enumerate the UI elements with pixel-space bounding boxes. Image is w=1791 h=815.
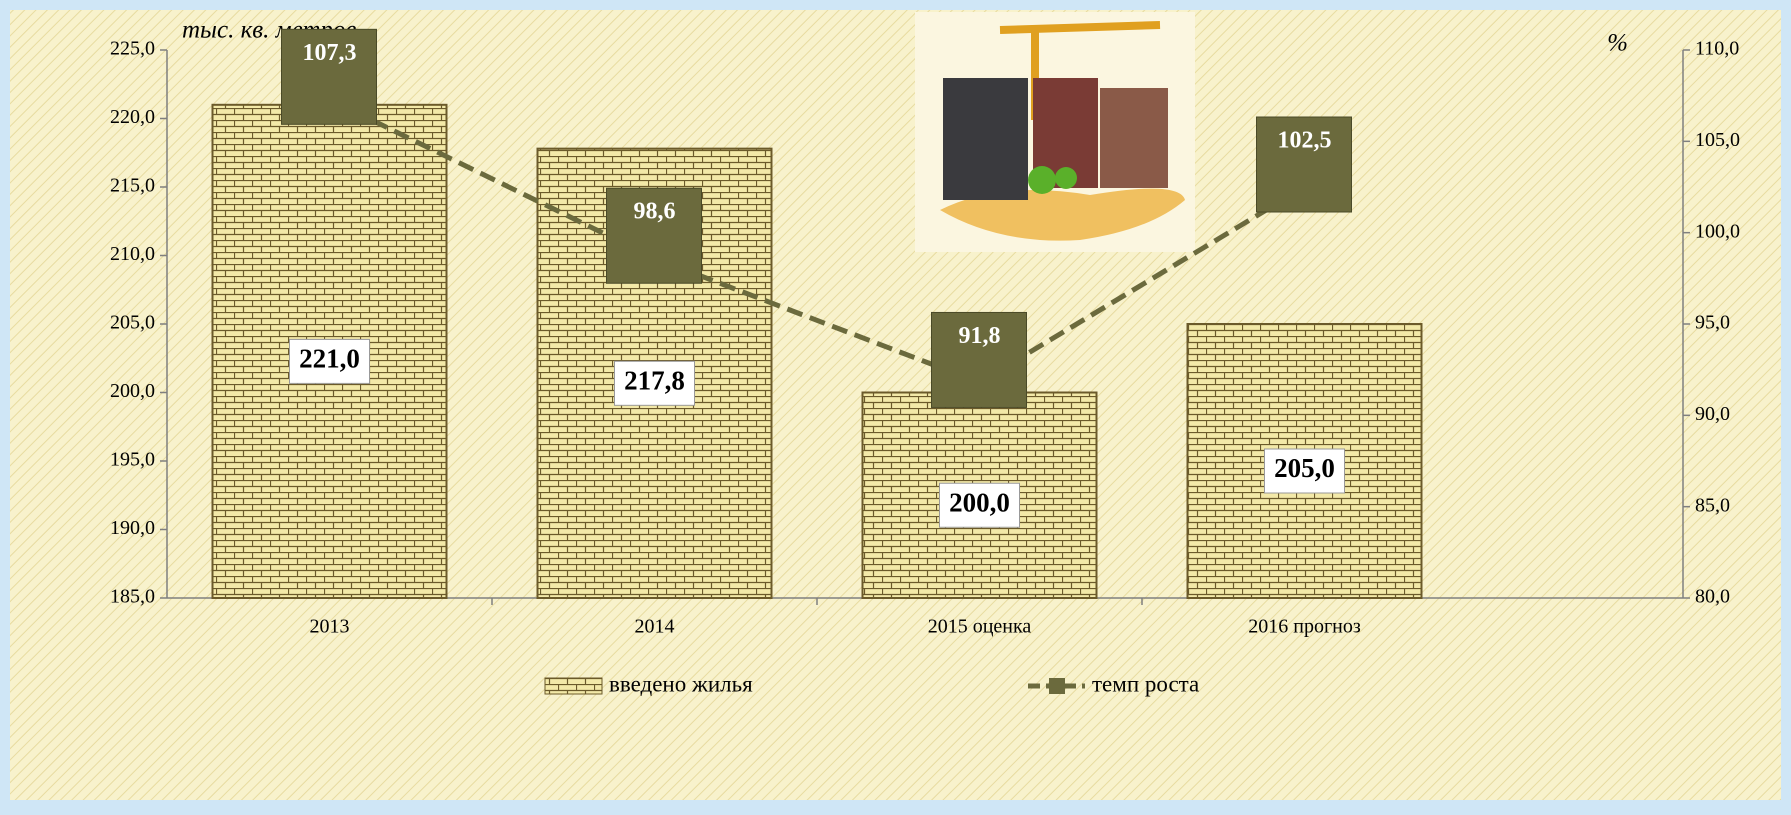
- y-tick-label: 210,0: [110, 243, 155, 265]
- y-tick-label: 190,0: [110, 517, 155, 539]
- y2-tick-label: 105,0: [1695, 129, 1740, 151]
- line: [328, 97, 1306, 386]
- x-tick-label: 2013: [310, 616, 350, 638]
- line-label: 98,6: [634, 199, 676, 225]
- bar-label-box: [1264, 448, 1345, 494]
- y2-axis-title: %: [1607, 30, 1628, 57]
- x-tick-label: 2016 прогноз: [1248, 616, 1361, 638]
- x-tick-label: 2014: [635, 616, 675, 638]
- y2-tick-label: 80,0: [1695, 586, 1730, 608]
- legend-swatch: [544, 677, 603, 695]
- y2-tick-label: 90,0: [1695, 403, 1730, 425]
- y2-tick-label: 100,0: [1695, 220, 1740, 242]
- bar-label: 205,0: [1274, 453, 1335, 483]
- bar-label-box: [614, 360, 695, 406]
- line-marker: [281, 28, 377, 125]
- bar-label: 200,0: [949, 487, 1010, 517]
- y2-tick-label: 110,0: [1695, 38, 1739, 60]
- line-label: 107,3: [303, 40, 357, 66]
- legend-label: темп роста: [1092, 671, 1199, 696]
- line-label: 91,8: [959, 323, 1001, 349]
- y-tick-label: 195,0: [110, 449, 155, 471]
- line-marker: [1256, 116, 1352, 213]
- legend-swatch-marker: [1049, 678, 1065, 694]
- illustration: [915, 12, 1195, 252]
- line-marker: [606, 187, 702, 284]
- line-marker: [931, 311, 1027, 408]
- legend-label: введено жилья: [609, 671, 753, 696]
- y2-tick-label: 95,0: [1695, 312, 1730, 334]
- x-tick-label: 2015 оценка: [928, 616, 1032, 638]
- bar-label: 221,0: [299, 344, 360, 374]
- y2-tick-label: 85,0: [1695, 494, 1730, 516]
- y-tick-label: 220,0: [110, 106, 155, 128]
- line-label: 102,5: [1278, 128, 1332, 154]
- y-tick-label: 225,0: [110, 38, 155, 60]
- bar-label-box: [939, 482, 1020, 528]
- y-tick-label: 215,0: [110, 175, 155, 197]
- y-tick-label: 185,0: [110, 586, 155, 608]
- y-tick-label: 200,0: [110, 380, 155, 402]
- y-tick-label: 205,0: [110, 312, 155, 334]
- bar-label-box: [289, 338, 370, 384]
- bar-label: 217,8: [624, 366, 685, 396]
